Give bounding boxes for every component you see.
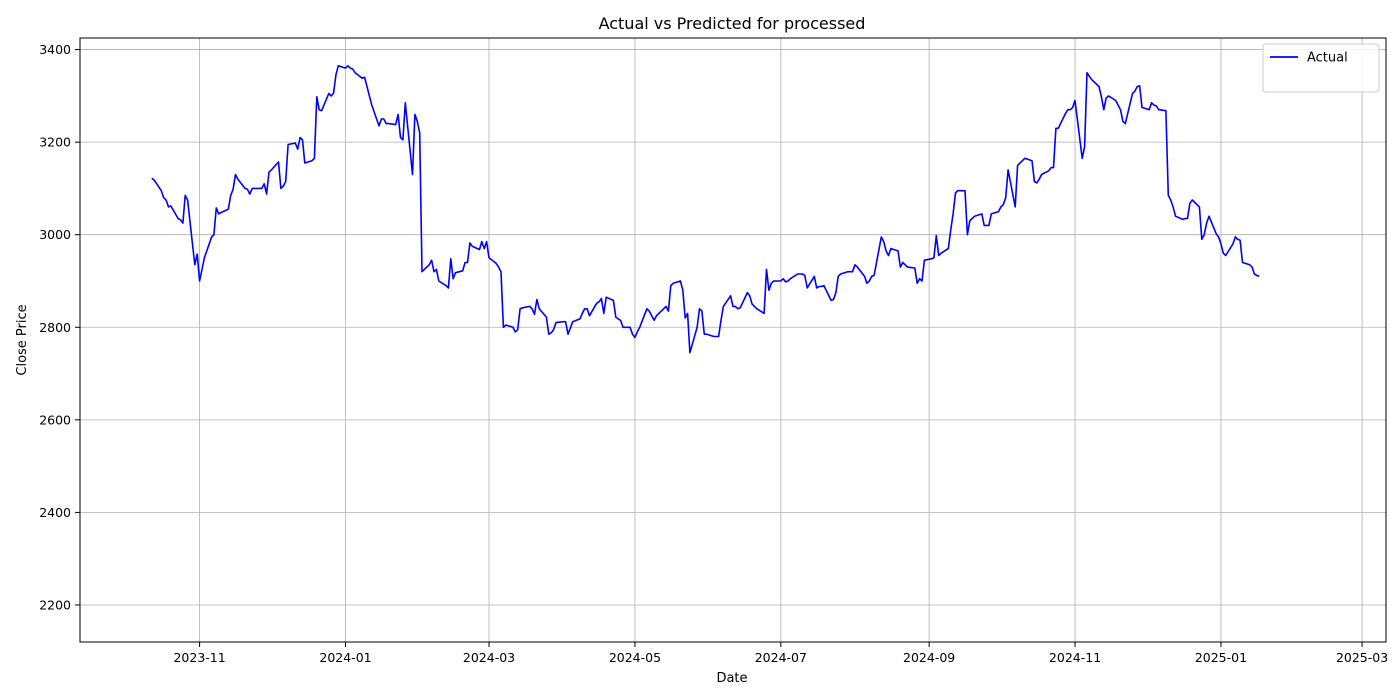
x-tick-label: 2024-01 (319, 650, 371, 665)
x-axis-label: Date (716, 671, 747, 686)
x-tick-label: 2025-01 (1195, 650, 1247, 665)
series-group (151, 65, 1260, 354)
y-tick-label: 3400 (39, 42, 71, 57)
y-tick-label: 2400 (39, 505, 71, 520)
legend-label-actual: Actual (1307, 51, 1348, 66)
x-tick-label: 2024-05 (609, 650, 661, 665)
y-tick-label: 3000 (39, 227, 71, 242)
legend-box (1262, 43, 1380, 93)
x-tick-label: 2024-09 (903, 650, 955, 665)
x-tick-label: 2024-11 (1049, 650, 1101, 665)
x-axis: 2023-11 2024-01 2024-03 2024-05 2024-07 2024-… (173, 642, 1388, 665)
grid (80, 38, 1386, 642)
x-tick-label: 2025-03 (1336, 650, 1388, 665)
x-tick-label: 2024-07 (755, 650, 807, 665)
y-tick-label: 3200 (39, 135, 71, 150)
chart-title: Actual vs Predicted for processed (599, 14, 866, 33)
y-tick-label: 2200 (39, 597, 71, 612)
x-tick-label: 2024-03 (463, 650, 515, 665)
plot-area (79, 37, 1387, 643)
series-line-actual (151, 65, 1260, 354)
legend: Actual (1262, 43, 1380, 93)
y-axis-label: Close Price (15, 304, 30, 375)
y-axis: 2200 2400 2600 2800 3000 3200 3400 (39, 42, 80, 612)
y-tick-label: 2800 (39, 320, 71, 335)
x-tick-label: 2023-11 (173, 650, 225, 665)
y-tick-label: 2600 (39, 412, 71, 427)
